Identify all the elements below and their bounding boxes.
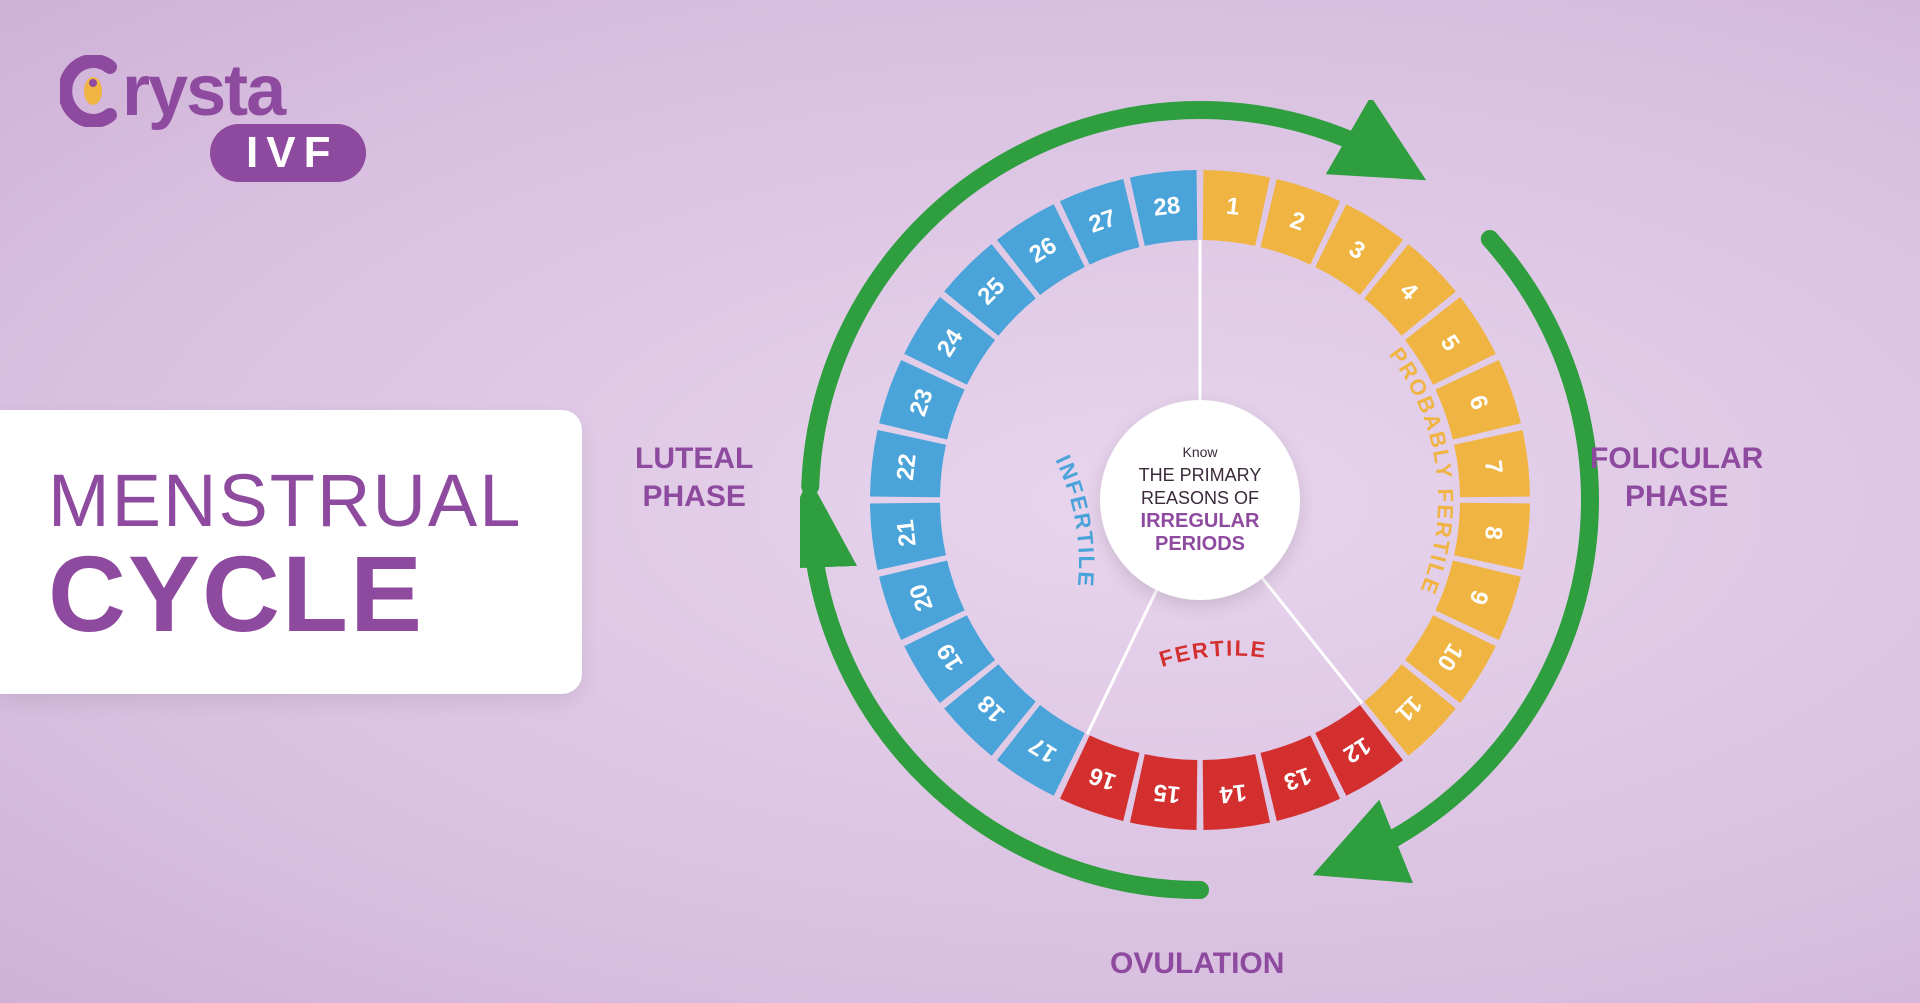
section-divider <box>1087 590 1156 734</box>
day-number-21: 21 <box>892 518 922 548</box>
brand-logo: rysta IVF <box>60 50 366 182</box>
arc-label: INFERTILE <box>1051 451 1099 589</box>
section-divider <box>1262 578 1362 703</box>
center-line1: THE PRIMARY <box>1139 464 1262 487</box>
arc-label: PROBABLY FERTILE <box>1384 343 1458 600</box>
center-know: Know <box>1182 444 1217 460</box>
brand-name: rysta <box>60 50 366 132</box>
phase-label-luteal: LUTEALPHASE <box>635 440 753 515</box>
day-number-15: 15 <box>1152 778 1182 808</box>
logo-c-icon <box>60 50 122 132</box>
brand-ivf-badge: IVF <box>210 124 366 182</box>
phase-label-ovulation: OVULATION <box>1110 945 1284 983</box>
flow-arrow-0 <box>810 110 1395 486</box>
center-line3: IRREGULAR <box>1141 509 1260 533</box>
title-card: MENSTRUAL CYCLE <box>0 410 582 694</box>
title-line-1: MENSTRUAL <box>48 458 522 543</box>
day-number-22: 22 <box>892 452 922 482</box>
day-number-28: 28 <box>1152 192 1182 222</box>
cycle-diagram: 1234567891011121314151617181920212223242… <box>800 100 1600 900</box>
day-number-14: 14 <box>1218 778 1248 808</box>
center-line2: REASONS OF <box>1141 488 1259 509</box>
arc-label: FERTILE <box>1156 636 1268 672</box>
title-line-2: CYCLE <box>48 543 522 646</box>
center-line4: PERIODS <box>1155 533 1245 556</box>
phase-label-follicular: FOLICULARPHASE <box>1590 440 1763 515</box>
center-message: Know THE PRIMARY REASONS OF IRREGULAR PE… <box>1100 400 1300 600</box>
